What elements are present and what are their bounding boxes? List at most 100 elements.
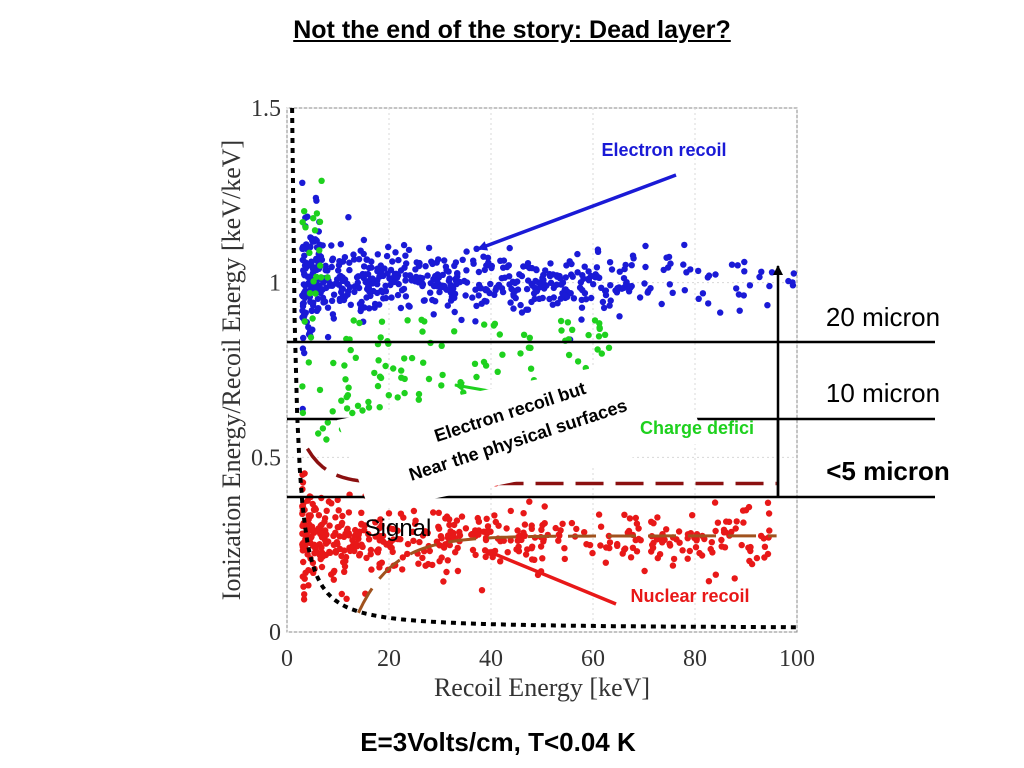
data-point xyxy=(400,514,407,521)
x-tick-label: 0 xyxy=(281,646,293,672)
data-point xyxy=(337,241,344,248)
data-point xyxy=(517,350,524,357)
data-point xyxy=(424,272,431,279)
data-point xyxy=(497,257,504,264)
data-point xyxy=(346,266,353,274)
data-point xyxy=(555,531,563,538)
data-point xyxy=(430,509,437,516)
data-point xyxy=(344,525,351,532)
data-point xyxy=(435,523,442,530)
data-point xyxy=(552,524,559,532)
data-point xyxy=(541,503,548,510)
data-point xyxy=(487,280,494,288)
y-tick-label: 1.5 xyxy=(251,96,281,122)
data-point xyxy=(388,294,395,301)
data-point xyxy=(712,271,719,278)
data-point xyxy=(401,264,408,271)
data-point xyxy=(472,551,479,559)
data-point xyxy=(419,554,426,562)
data-point xyxy=(383,252,391,260)
data-point xyxy=(764,302,771,309)
data-point xyxy=(506,281,513,288)
data-point xyxy=(598,350,605,357)
data-point xyxy=(328,500,335,507)
data-point xyxy=(789,279,796,286)
data-point xyxy=(491,320,499,327)
data-point xyxy=(658,300,665,308)
data-point xyxy=(425,244,433,252)
data-point xyxy=(666,281,673,288)
plot-frame xyxy=(286,107,798,633)
data-point xyxy=(746,282,754,289)
data-point xyxy=(402,277,409,284)
data-point xyxy=(527,344,534,352)
data-point xyxy=(456,278,464,286)
data-point xyxy=(528,525,535,532)
data-point xyxy=(313,273,320,280)
data-point xyxy=(306,290,314,297)
data-point xyxy=(595,333,603,340)
data-point xyxy=(649,544,657,551)
data-point xyxy=(318,177,325,184)
data-point xyxy=(491,512,498,519)
data-point xyxy=(315,512,323,519)
data-point xyxy=(757,532,765,540)
data-point xyxy=(520,510,527,517)
data-point xyxy=(616,268,623,275)
data-point xyxy=(312,194,320,202)
data-point xyxy=(641,280,648,287)
data-point xyxy=(336,545,344,553)
data-point xyxy=(565,351,573,359)
data-point xyxy=(504,549,511,556)
data-point xyxy=(554,300,561,307)
data-point xyxy=(343,595,350,602)
data-point xyxy=(384,270,391,277)
data-point xyxy=(302,287,309,294)
data-point xyxy=(440,578,447,585)
data-point xyxy=(317,262,324,269)
data-point xyxy=(359,270,366,278)
data-point xyxy=(402,272,409,279)
data-point xyxy=(625,288,633,295)
data-point xyxy=(531,284,538,291)
data-point xyxy=(349,409,356,417)
data-point xyxy=(568,271,575,278)
data-point xyxy=(733,285,740,292)
data-point xyxy=(721,544,729,551)
data-point xyxy=(595,511,603,518)
data-point xyxy=(768,269,776,276)
data-point xyxy=(714,519,722,526)
data-point xyxy=(418,316,425,323)
data-point xyxy=(533,266,540,274)
data-point xyxy=(517,301,524,309)
data-point xyxy=(376,564,383,571)
data-point xyxy=(311,550,318,557)
data-point xyxy=(334,524,341,531)
data-point xyxy=(394,291,402,299)
data-point xyxy=(311,227,319,234)
data-point xyxy=(410,507,418,515)
data-point xyxy=(766,282,773,290)
data-point xyxy=(363,256,371,263)
data-point xyxy=(435,509,442,516)
data-point xyxy=(641,567,648,575)
data-point xyxy=(395,256,402,264)
data-point xyxy=(709,549,716,556)
data-point xyxy=(741,268,748,275)
data-point xyxy=(336,533,343,540)
data-point xyxy=(635,525,642,532)
data-point xyxy=(541,520,548,527)
data-point xyxy=(679,547,686,554)
data-point xyxy=(629,252,637,259)
data-point xyxy=(499,351,506,358)
data-point xyxy=(568,260,575,268)
x-tick-label: 100 xyxy=(779,646,815,672)
data-point xyxy=(458,316,465,324)
data-point xyxy=(738,541,745,549)
data-point xyxy=(725,518,733,525)
data-point xyxy=(764,499,772,506)
data-point xyxy=(359,543,366,550)
data-point xyxy=(320,299,327,306)
data-point xyxy=(698,552,706,559)
data-point xyxy=(375,357,382,364)
